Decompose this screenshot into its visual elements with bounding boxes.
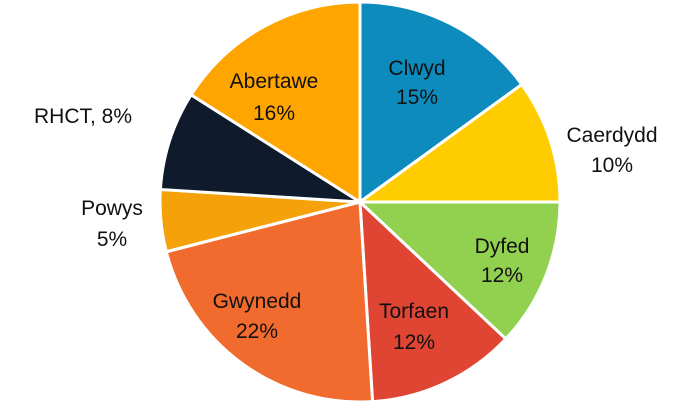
slice-label-clwyd-percent: 15% [396, 86, 438, 109]
pie-slice-gwynedd [164, 200, 375, 401]
slice-label-torfaen-percent: 12% [393, 331, 435, 354]
slice-label-caerdydd-percent: 10% [591, 154, 633, 177]
pie-slice-clwyd [358, 0, 524, 205]
pie-slice-dyfed [356, 200, 562, 342]
pie-slice-abertawe [189, 0, 362, 205]
slice-label-caerdydd-name: Caerdydd [566, 124, 657, 147]
slice-label-gwynedd-name: Gwynedd [213, 290, 302, 313]
slice-label-dyfed-percent: 12% [481, 264, 523, 287]
slice-label-gwynedd-percent: 22% [236, 320, 278, 343]
pie-slices [158, 0, 562, 401]
slice-label-abertawe-name: Abertawe [230, 70, 319, 93]
slice-label-torfaen-name: Torfaen [379, 300, 449, 323]
slice-label-abertawe-percent: 16% [253, 102, 295, 125]
slice-label-dyfed-name: Dyfed [475, 235, 530, 258]
pie-slice-rhct [158, 92, 361, 204]
slice-label-powys-name: Powys [81, 197, 143, 220]
slice-label-powys-percent: 5% [97, 228, 127, 251]
slice-label-rhct: RHCT, 8% [34, 105, 132, 128]
slice-label-clwyd-name: Clwyd [388, 57, 445, 80]
pie-slice-caerdydd [355, 82, 562, 204]
